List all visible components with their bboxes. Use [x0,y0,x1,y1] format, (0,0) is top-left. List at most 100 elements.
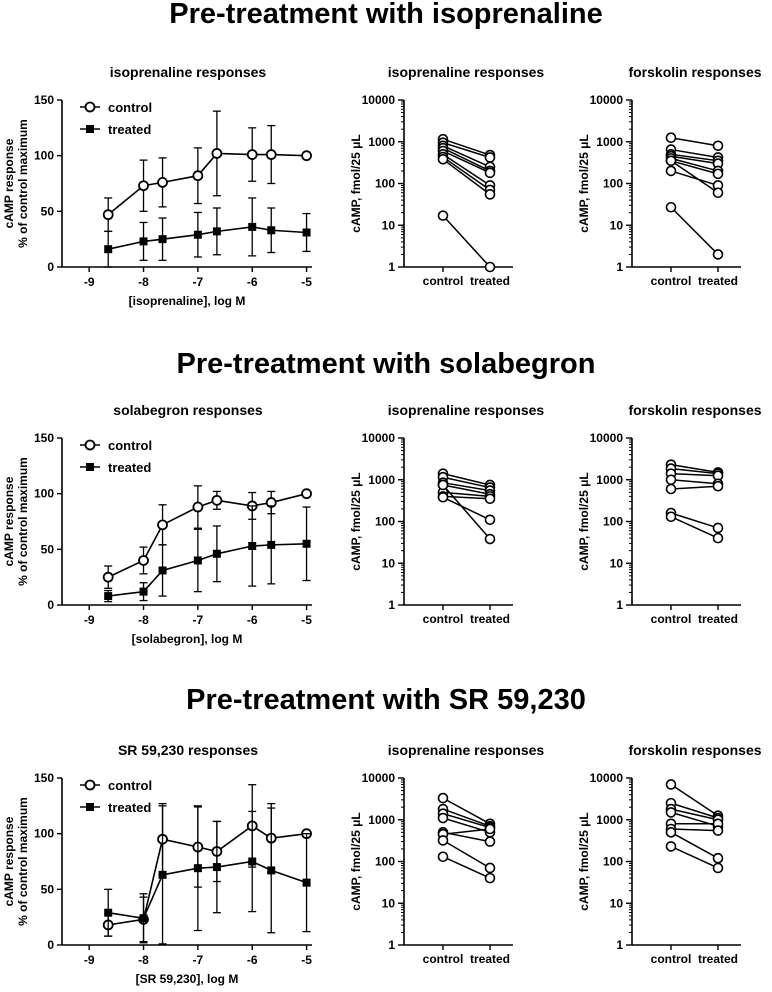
data-point-control [211,494,223,506]
x-tick-label: control [651,274,692,288]
y-tick-label: 150 [34,431,54,445]
data-point-control [301,150,312,162]
paired-observation [665,827,724,864]
pair-line [442,484,491,540]
data-point-control [192,501,204,513]
y-axis-label: cAMP, fmol/25 μL [349,812,363,910]
point-control [437,491,449,503]
chart-title: isoprenaline responses [388,402,545,418]
chart-title: isoprenaline responses [388,64,545,80]
series-line-control [108,824,307,926]
pair-line [670,485,719,490]
x-tick-label: -5 [301,953,312,967]
y-tick-label: 10000 [590,771,624,785]
point-treated [712,522,724,534]
point-control [437,479,449,491]
paired-observation [437,479,496,545]
y-tick-label: 1000 [596,135,623,149]
point-control [665,155,677,167]
paired-chart-2-2: forskolin responses 1 10 100 1000 10000 contro… [577,402,762,626]
point-treated [484,167,496,179]
y-tick-label: 1 [388,598,395,612]
paired-observation [437,851,496,884]
x-tick-label: treated [470,274,510,288]
x-tick-label: -8 [138,275,149,289]
pair-line [442,808,491,827]
data-point-control [102,571,114,583]
point-control [665,511,677,523]
series-control [102,110,312,233]
series-line-treated [108,860,307,920]
y-tick-label: 100 [603,855,623,869]
pair-line [442,472,491,486]
pair-line [670,463,719,474]
data-point-treated [193,230,202,239]
y-axis-label: cAMP, fmol/25 μL [577,812,591,910]
x-tick-label: -7 [193,275,204,289]
y-tick-label: 100 [375,177,395,191]
y-tick-label: 100 [34,827,54,841]
data-point-treated [193,864,202,873]
y-tick-label: 1 [388,260,395,274]
x-tick-label: control [423,274,464,288]
pair-line [442,147,491,172]
paired-observation [665,841,724,874]
x-tick-label: -5 [301,275,312,289]
series-line-control [107,152,307,216]
point-control [437,835,449,846]
y-tick-label: 0 [47,598,54,612]
point-treated [712,480,724,492]
point-treated [712,140,724,152]
pair-line [670,160,719,194]
point-control [665,474,677,486]
chart-title: isoprenaline responses [110,64,267,80]
y-tick-label: 50 [41,542,55,556]
pair-line [442,839,491,869]
paired-observation [665,155,724,199]
point-treated [484,514,496,526]
x-tick-label: -7 [193,953,204,967]
legend-marker-treated [86,463,94,471]
pair-line [670,479,719,485]
series-treated [104,197,311,268]
x-tick-label: -6 [247,953,258,967]
data-point-control [192,170,204,182]
y-tick-label: 10000 [590,431,624,445]
chart-title: forskolin responses [628,402,761,418]
legend: control treated [80,438,152,475]
point-control [437,153,449,165]
point-control [665,483,677,495]
paired-observation [665,511,724,544]
x-tick-label: treated [698,274,738,288]
data-point-treated [267,866,276,875]
data-point-control [138,555,149,566]
y-tick-label: 1000 [596,813,623,827]
y-tick-label: 1000 [368,135,395,149]
x-tick-label: control [423,952,464,966]
paired-chart-3-2: forskolin responses 1 10 100 1000 10000 contro… [577,742,762,966]
x-tick-label: control [651,612,692,626]
data-point-control [265,149,277,160]
point-control [665,841,677,852]
data-point-treated [267,540,276,549]
y-tick-label: 10 [610,896,624,910]
chart-title: SR 59,230 responses [118,742,258,758]
point-treated [712,852,724,864]
y-tick-label: 1 [616,260,623,274]
x-tick-label: -9 [84,613,95,627]
data-point-treated [248,222,257,231]
y-tick-label: 10000 [362,93,396,107]
pair-line [670,516,719,539]
y-tick-label: 100 [34,487,54,501]
pair-line [442,495,491,500]
pair-line [670,170,719,187]
pair-line [442,145,491,168]
paired-chart-2-1: isoprenaline responses 1 10 100 1000 10000 con… [349,402,544,626]
chart-title: forskolin responses [628,742,761,758]
pair-line [670,148,719,159]
y-tick-label: 10000 [590,93,624,107]
chart-title: forskolin responses [628,64,761,80]
y-axis-label: cAMP, fmol/25 μL [349,472,363,570]
paired-observation [665,507,724,534]
